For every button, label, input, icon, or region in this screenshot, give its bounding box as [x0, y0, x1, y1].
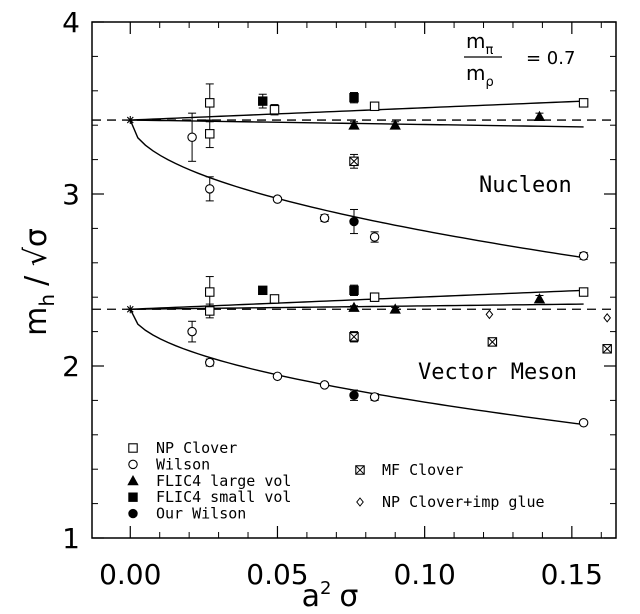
vector-meson-label: Vector Meson — [418, 360, 577, 385]
point-flic4-small-vol — [349, 92, 359, 103]
x-axis-title-main: a — [302, 579, 320, 614]
point-np-clover — [205, 98, 215, 108]
point-flic4-large-vol — [348, 301, 360, 312]
x-tick-label: 0.00 — [99, 558, 161, 591]
point-our-wilson — [349, 216, 359, 227]
y-axis-title-rest: / √σ — [19, 228, 54, 286]
point-mf-clover-cross — [349, 156, 359, 166]
point-flic4-small-vol — [258, 285, 268, 296]
y-tick-label: 4 — [62, 6, 80, 39]
mass-ratio-annotation: mπ mρ = 0.7 — [464, 29, 575, 90]
legend-marker — [356, 497, 364, 507]
point-wilson — [369, 232, 380, 242]
point-np-clover — [269, 104, 280, 115]
point-np-clover — [205, 129, 215, 139]
x-axis-title-sup: 2 — [320, 578, 331, 599]
point-wilson — [319, 213, 330, 223]
ratio-value: = 0.7 — [526, 48, 575, 69]
point-flic4-large-vol — [533, 293, 546, 304]
point-np-clover — [205, 306, 215, 316]
point-mf-clover-cross — [487, 337, 497, 347]
point-wilson — [578, 418, 589, 428]
point-wilson — [205, 357, 215, 368]
point-flic4-small-vol — [258, 96, 268, 106]
legend-label: NP Clover — [156, 439, 237, 457]
point-wilson — [187, 132, 197, 142]
point-np-clover — [578, 287, 589, 297]
point-np-clover — [269, 294, 280, 304]
fit-curve — [130, 289, 584, 310]
point-np-clover-imp-glue — [485, 309, 494, 320]
legend-marker — [127, 474, 139, 486]
y-axis-title-sub: h — [35, 294, 59, 307]
point-wilson — [319, 380, 330, 390]
legend-label: NP Clover+imp glue — [382, 493, 545, 511]
continuum-star — [126, 305, 135, 314]
x-tick-label: 0.15 — [541, 558, 603, 591]
legend-label: FLIC4 large vol — [156, 472, 291, 490]
legend-label: MF Clover — [382, 461, 463, 479]
continuum-star — [126, 116, 135, 125]
y-axis-title-main: m — [19, 307, 54, 336]
point-np-clover — [205, 287, 215, 297]
point-mf-clover-cross — [602, 344, 612, 354]
point-wilson — [272, 371, 283, 382]
plot-frame — [91, 21, 617, 539]
legend-label: Wilson — [156, 455, 210, 473]
fit-curves — [129, 100, 584, 426]
legend-marker — [128, 443, 138, 453]
point-np-clover — [578, 98, 589, 108]
svg-text:a2σ: a2 σ — [302, 578, 359, 614]
x-axis-title: a2 σ — [302, 578, 359, 614]
y-tick-label: 3 — [62, 178, 80, 211]
y-axis-title: mh / √σ — [19, 228, 59, 336]
point-flic4-small-vol — [349, 285, 359, 296]
legend-marker-cross — [355, 465, 365, 475]
point-flic4-large-vol — [533, 110, 546, 121]
point-np-clover — [369, 292, 380, 302]
legend-label: FLIC4 small vol — [156, 488, 291, 506]
point-np-clover — [369, 101, 380, 112]
svg-text:mπ: mπ — [466, 29, 493, 58]
svg-text:mρ: mρ — [466, 61, 494, 90]
data-points — [126, 83, 612, 428]
point-wilson — [578, 251, 589, 261]
point-wilson — [272, 194, 283, 204]
x-tick-label: 0.10 — [393, 558, 455, 591]
point-wilson — [369, 392, 380, 402]
point-wilson — [205, 184, 215, 194]
point-np-clover-imp-glue — [603, 313, 612, 323]
legend-label: Our Wilson — [156, 505, 246, 523]
point-our-wilson — [349, 390, 359, 400]
y-tick-label: 1 — [62, 522, 80, 555]
legend-marker — [128, 459, 138, 470]
point-mf-clover-cross — [349, 332, 359, 342]
point-flic4-large-vol — [348, 119, 360, 130]
nucleon-label: Nucleon — [479, 173, 572, 198]
svg-text:mh/ √σ: mh / √σ — [19, 228, 59, 336]
x-tick-label: 0.05 — [246, 558, 308, 591]
ratio-denominator: m — [466, 61, 485, 85]
fit-curve — [129, 119, 584, 259]
point-wilson — [187, 326, 197, 337]
x-axis-title-sub: σ — [339, 579, 358, 614]
ratio-numerator-sub: π — [485, 43, 493, 58]
point-flic4-large-vol — [389, 119, 401, 130]
legend-marker — [128, 492, 138, 502]
fit-curve — [130, 119, 584, 128]
point-flic4-large-vol — [389, 303, 401, 314]
y-tick-label: 2 — [62, 350, 80, 383]
ratio-numerator: m — [466, 29, 485, 53]
ratio-denominator-sub: ρ — [485, 75, 493, 90]
axis-ticks: 0.00 0.05 0.10 0.15 1 2 3 4 — [62, 6, 616, 591]
legend-marker — [128, 508, 138, 519]
fit-curve — [129, 308, 584, 426]
fit-curve — [130, 100, 584, 121]
